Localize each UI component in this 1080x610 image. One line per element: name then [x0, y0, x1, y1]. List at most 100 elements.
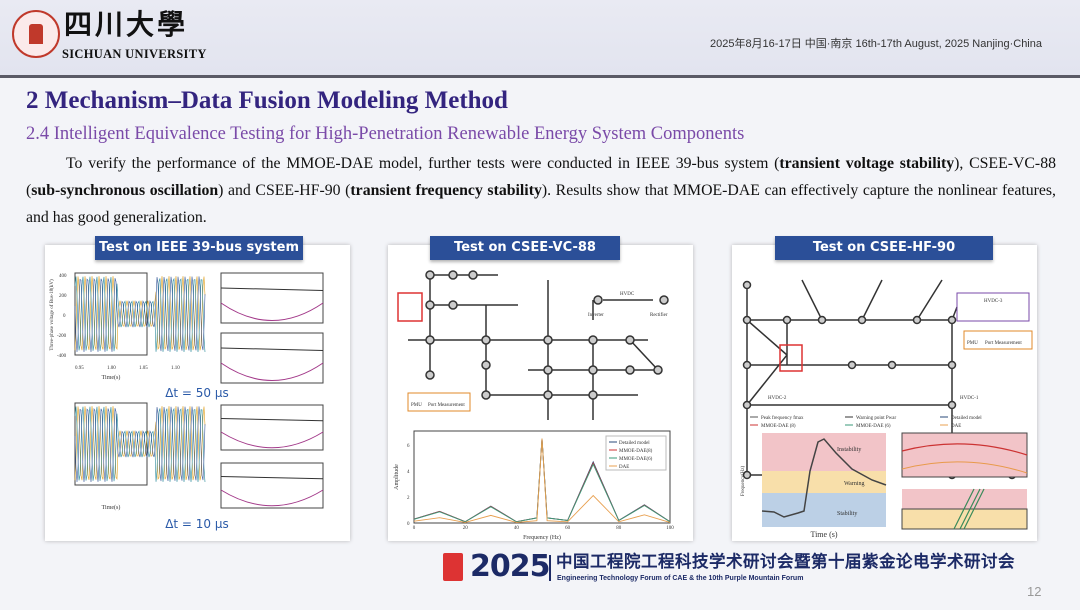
zoom-plot-warning-top [902, 489, 1027, 509]
legend-entry-label: Peak frequency fmax [761, 416, 804, 421]
zoom-line [220, 476, 324, 480]
pmu-label: PMU [411, 403, 422, 408]
hvdc-label: HVDC-2 [768, 396, 787, 401]
y-axis-label: Frequency(Hz) [741, 466, 746, 497]
transmission-line [746, 319, 788, 356]
bus-node [625, 335, 635, 345]
zoom-curve [220, 302, 324, 321]
waveform-lines [74, 276, 324, 507]
x-axis-label: Time(s) [102, 374, 121, 381]
network-diagram [397, 270, 669, 420]
bus-node [742, 360, 752, 370]
ieee39-figure-panel: Three-phase voltage of Bus-18(kV) Time(s… [45, 245, 350, 541]
x-axis-label: Time (s) [810, 530, 837, 539]
warning-zone [762, 471, 886, 493]
legend-entry-label: MMOE-DAE(6) [619, 457, 653, 462]
bus-node [425, 370, 435, 380]
csee-hf-90-figure: HVDC-3 HVDC-2 HVDC-1 PMU Port Measuremen… [741, 279, 1033, 539]
bus-node [593, 295, 603, 305]
y-tick: 400 [59, 274, 67, 279]
bus-node [625, 365, 635, 375]
transmission-line [861, 279, 883, 321]
body-bold: transient voltage stability [779, 155, 955, 172]
bus-node [481, 390, 491, 400]
transmission-line [801, 279, 823, 321]
bus-node [543, 390, 553, 400]
body-paragraph: To verify the performance of the MMOE-DA… [26, 150, 1056, 231]
footer-year: 2025 [470, 549, 550, 584]
x-tick: 1.10 [171, 366, 180, 371]
zoom-frame [220, 462, 324, 509]
y-tick: 4 [407, 470, 410, 475]
pmu-port-box [407, 392, 471, 412]
zoom-curve [220, 362, 324, 381]
legend-entry-label: DAE [619, 465, 629, 470]
stability-zone [762, 493, 886, 527]
university-seal-logo [12, 10, 60, 58]
y-tick: 200 [59, 294, 67, 299]
y-tick: -400 [57, 354, 67, 359]
body-text: ) and CSEE-HF-90 ( [218, 182, 351, 199]
y-tick: -200 [57, 334, 67, 339]
bus-node [742, 280, 752, 290]
csee-hf-90-figure-panel: HVDC-3 HVDC-2 HVDC-1 PMU Port Measuremen… [732, 245, 1037, 541]
x-axis-label: Time(s) [102, 504, 121, 511]
inverter-label: Inverter [588, 313, 604, 318]
legend-entry-label: Detailed model [951, 416, 982, 421]
spectrum-lines [413, 438, 671, 523]
body-bold: transient frequency stability [350, 182, 542, 199]
zoom-line [220, 418, 324, 422]
bus-node [588, 335, 598, 345]
phase-voltage-line [74, 276, 206, 353]
x-tick: 100 [666, 526, 674, 531]
zoom-line [220, 287, 324, 291]
bus-node [448, 300, 458, 310]
bus-node [947, 360, 957, 370]
bus-node [468, 270, 478, 280]
bus-node [857, 315, 867, 325]
body-text: To verify the performance of the MMOE-DA… [66, 155, 780, 172]
zoom-curve [220, 489, 324, 507]
logo-english-name: SICHUAN UNIVERSITY [62, 47, 207, 61]
hvdc3-box [956, 292, 1030, 322]
bus-node [588, 390, 598, 400]
y-tick: 2 [407, 496, 410, 501]
x-tick: 0 [413, 526, 416, 531]
port-label: Port Measurement [985, 341, 1022, 346]
csee-vc-88-figure-panel: PMU Port Measurement HVDC Inverter Recti… [388, 245, 693, 541]
x-tick: 1.05 [139, 366, 148, 371]
zone-label-warning: Warning [844, 481, 865, 487]
footer-divider [549, 555, 551, 581]
csee-vc-88-panel-header: Test on CSEE-VC-88 [430, 236, 620, 260]
legend-entry-label: MMOE-DAE(8) [619, 449, 653, 454]
bus-node [782, 315, 792, 325]
zoom-frame [220, 332, 324, 384]
event-date: 2025年8月16-17日 中国·南京 16th-17th August, 20… [709, 38, 1042, 50]
footer-forum-en: Engineering Technology Forum of CAE & th… [557, 575, 804, 582]
bus-node [742, 470, 752, 480]
transmission-line [629, 339, 659, 371]
bus-node [817, 315, 827, 325]
ieee39-panel-header: Test on IEEE 39-bus system [95, 236, 303, 260]
phase-voltage-line [74, 406, 206, 483]
zoom-curve [901, 461, 1028, 474]
frequency-curve [761, 438, 887, 518]
timestep-label-10us: Δt = 10 μs [165, 517, 229, 531]
bus-node [659, 295, 669, 305]
axis-ticks: 0 20 40 60 80 100 0 2 4 6 [407, 444, 674, 531]
legend-entry-label: MMOE-DAE (8) [761, 424, 796, 429]
bus-node [887, 360, 897, 370]
bus-node [425, 270, 435, 280]
legend-entry-label: MMOE-DAE (6) [856, 424, 891, 429]
body-text: ). Results show that MMOE-DAE can effect… [26, 182, 1056, 226]
footer-forum-cn: 中国工程院工程科技学术研讨会暨第十届紫金论电学术研讨会 [556, 552, 1015, 571]
zoom-curve [901, 443, 1028, 456]
x-tick: 40 [514, 526, 520, 531]
phase-voltage-line [74, 276, 206, 353]
slide-header: 四川大學 SICHUAN UNIVERSITY 2025年8月16-17日 中国… [0, 0, 1080, 78]
zone-label-instability: Instability [837, 447, 861, 453]
bus-node [448, 270, 458, 280]
x-tick: 60 [565, 526, 571, 531]
selected-component-box [397, 292, 423, 322]
legend-entry-label: Warning point Pwar [856, 416, 896, 421]
